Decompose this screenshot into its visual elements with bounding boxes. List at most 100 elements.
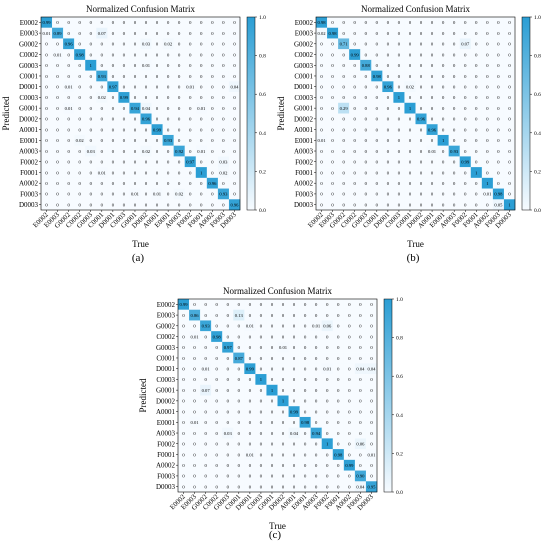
cell-value-label: 0 (271, 484, 274, 489)
heatmap-cell (233, 363, 245, 375)
panel-label-a: (a) (132, 252, 145, 264)
heatmap-cell (52, 27, 64, 39)
cell-value-label: 0 (200, 117, 203, 122)
heatmap-cell (52, 17, 64, 28)
cell-value-label: 0 (376, 20, 379, 25)
heatmap-cell (200, 341, 212, 353)
heatmap-cell (52, 156, 64, 168)
heatmap-cell (415, 113, 427, 125)
cell-value-label: 0 (200, 84, 203, 89)
y-tick-label: G0002 (156, 322, 176, 330)
heatmap-cell (41, 177, 53, 189)
cell-value-label: 0 (331, 63, 334, 68)
cell-value-label: 0 (442, 31, 445, 36)
heatmap-cell (255, 416, 267, 428)
heatmap-cell (343, 416, 356, 428)
cell-value-label: 0 (271, 474, 274, 479)
cell-value-label: 0 (167, 117, 170, 122)
heatmap-cell (140, 188, 152, 200)
cell-value-label: 0 (387, 117, 390, 122)
heatmap-cell (140, 177, 152, 189)
heatmap-cell (288, 438, 300, 450)
cell-value-label: 0 (271, 420, 274, 425)
heatmap-cell (255, 470, 267, 482)
cell-value-label: 0 (134, 149, 137, 154)
cell-value-label: 0 (342, 74, 345, 79)
y-tick-label: C0003 (156, 376, 175, 384)
heatmap-cell (74, 177, 86, 189)
cell-value-label: 0 (326, 377, 329, 382)
cell-value-label: 0.99 (153, 127, 162, 132)
heatmap-cell (96, 59, 108, 71)
heatmap-cell (206, 177, 219, 189)
cell-value-label: 0 (304, 431, 307, 436)
heatmap-cell (360, 70, 372, 82)
cell-value-label: 0 (409, 74, 412, 79)
cell-value-label: 0 (167, 20, 170, 25)
heatmap-cell (211, 416, 223, 428)
cell-value-label: 0 (348, 431, 351, 436)
heatmap-cell (74, 102, 86, 114)
cell-value-label: 0 (337, 474, 340, 479)
cell-value-label: 0 (486, 52, 489, 57)
cell-value-label: 0 (282, 366, 285, 371)
heatmap-cell (129, 156, 141, 168)
heatmap-cell (365, 309, 378, 321)
cell-value-label: 0 (337, 420, 340, 425)
cell-value-label: 0 (304, 334, 307, 339)
heatmap-cell (288, 406, 300, 418)
cell-value-label: 0 (282, 409, 285, 414)
cell-value-label: 0.01 (191, 420, 200, 425)
cell-value-label: 0 (90, 117, 93, 122)
cell-value-label: 0 (359, 334, 362, 339)
heatmap-cell (228, 188, 241, 200)
heatmap-cell (343, 363, 356, 375)
heatmap-cell (118, 113, 130, 125)
heatmap-cell (448, 38, 460, 50)
cell-value-label: 0 (189, 31, 192, 36)
heatmap-cell (189, 395, 201, 407)
heatmap-cell (222, 438, 234, 450)
cell-value-label: 0 (79, 42, 82, 47)
cell-value-label: 0 (326, 474, 329, 479)
heatmap-cell (96, 145, 108, 157)
heatmap-cell (459, 38, 471, 50)
cell-value-label: 0 (475, 95, 478, 100)
cell-value-label: 0 (359, 324, 362, 329)
heatmap-cell (327, 81, 339, 93)
heatmap-cell (255, 384, 267, 396)
heatmap-cell (277, 309, 289, 321)
heatmap-cell (332, 427, 345, 439)
heatmap-cell (189, 384, 201, 396)
heatmap-cell (63, 59, 75, 71)
heatmap-cell (492, 17, 505, 28)
cell-value-label: 0 (409, 42, 412, 47)
y-tick-label: C0003 (19, 94, 38, 102)
heatmap-cell (189, 449, 201, 461)
cell-value-label: 0.04 (230, 84, 239, 89)
cell-value-label: 0 (398, 192, 401, 197)
heatmap-cell (426, 70, 438, 82)
heatmap-cell (382, 113, 394, 125)
heatmap-cell (41, 27, 53, 39)
cell-value-label: 0 (112, 192, 115, 197)
heatmap-cell (371, 188, 383, 200)
heatmap-cell (211, 352, 223, 364)
cell-value-label: 0 (260, 409, 263, 414)
heatmap-cell (332, 470, 345, 482)
cell-value-label: 0 (112, 160, 115, 165)
cell-value-label: 0 (365, 74, 368, 79)
heatmap-cell (492, 167, 505, 179)
heatmap-cell (200, 331, 212, 343)
cell-value-label: 0 (200, 138, 203, 143)
heatmap-cell (503, 199, 516, 211)
cell-value-label: 0 (453, 127, 456, 132)
cell-value-label: 0 (101, 160, 104, 165)
cell-value-label: 0 (204, 377, 207, 382)
y-tick-label: D0001 (19, 83, 39, 91)
cell-value-label: 0 (200, 31, 203, 36)
heatmap-cell (178, 395, 190, 407)
cell-value-label: 0 (348, 474, 351, 479)
cell-value-label: 0 (387, 42, 390, 47)
heatmap-cell (365, 331, 378, 343)
